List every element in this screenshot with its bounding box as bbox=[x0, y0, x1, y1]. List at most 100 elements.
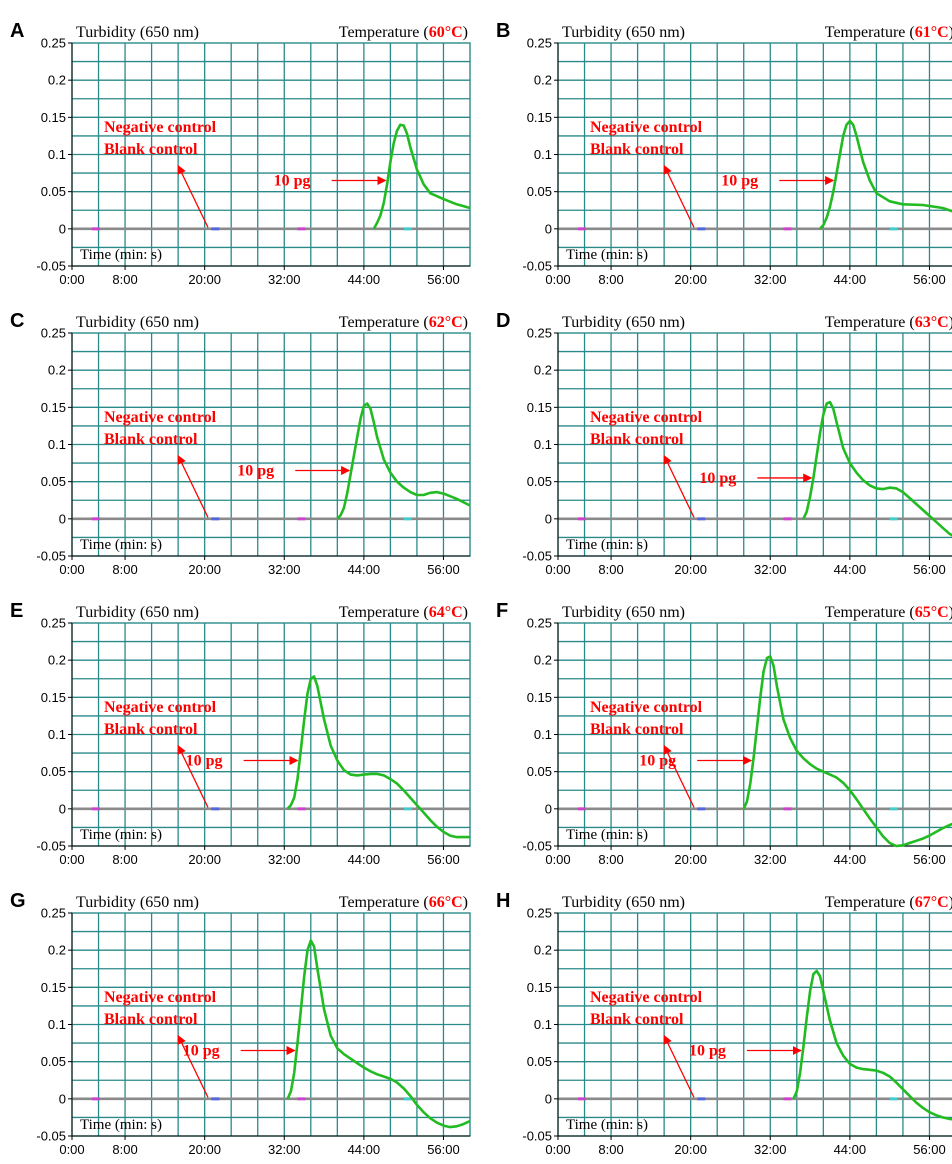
y-tick-label: -0.05 bbox=[522, 839, 552, 854]
chart-panel-a: A 0.25 0.2 0.15 0.1 0.05 0 -0.050:00 8:00 20:00 32… bbox=[10, 20, 471, 287]
x-axis-label: Time (min: s) bbox=[80, 537, 162, 553]
x-tick-label: 32:00 bbox=[754, 852, 787, 867]
x-axis-label: Time (min: s) bbox=[80, 1117, 162, 1133]
y-tick-label: 0.1 bbox=[534, 1017, 552, 1032]
y-tick-label: 0 bbox=[59, 511, 66, 526]
title-temperature-value: 67°C bbox=[915, 894, 949, 911]
chart-panel-c: C 0.25 0.2 0.15 0.1 0.05 0 -0.050:00 8:00 20:00 32… bbox=[10, 310, 471, 577]
title-temperature: Temperature (61°C) bbox=[825, 24, 952, 41]
x-tick-label: 0:00 bbox=[59, 272, 84, 287]
x-tick-label: 8:00 bbox=[112, 272, 137, 287]
y-tick-label: 0.25 bbox=[41, 36, 66, 51]
annotation-blank-control: Blank control bbox=[104, 1011, 198, 1028]
y-tick-label: 0.05 bbox=[41, 1054, 66, 1069]
y-tick-label: 0.2 bbox=[534, 73, 552, 88]
title-temperature-prefix: Temperature ( bbox=[825, 24, 915, 41]
title-temperature-value: 60°C bbox=[429, 24, 463, 41]
y-tick-label: 0.15 bbox=[41, 110, 66, 125]
chart-panel-f: F 0.25 0.2 0.15 0.1 0.05 0 -0.050:00 8:00 20:00 32… bbox=[496, 600, 952, 867]
annotation-sample-label: 10 pg bbox=[274, 173, 311, 190]
y-tick-label: 0 bbox=[545, 221, 552, 236]
annotation-negative-control: Negative control bbox=[590, 989, 703, 1006]
x-tick-label: 8:00 bbox=[598, 272, 623, 287]
y-tick-label: -0.05 bbox=[522, 549, 552, 564]
y-tick-label: 0.15 bbox=[41, 400, 66, 415]
y-tick-label: 0.05 bbox=[41, 764, 66, 779]
x-tick-label: 56:00 bbox=[913, 852, 946, 867]
title-temperature-value: 61°C bbox=[915, 24, 949, 41]
annotation-sample-label: 10 pg bbox=[237, 463, 274, 480]
y-tick-label: 0.15 bbox=[527, 400, 552, 415]
y-tick-label: 0.05 bbox=[527, 184, 552, 199]
annotation-arrow-controls bbox=[663, 454, 695, 518]
x-tick-label: 20:00 bbox=[188, 852, 221, 867]
x-tick-label: 32:00 bbox=[754, 1142, 787, 1157]
annotation-negative-control: Negative control bbox=[104, 409, 217, 426]
y-tick-label: 0.25 bbox=[41, 616, 66, 631]
x-tick-label: 0:00 bbox=[59, 852, 84, 867]
y-tick-label: 0.2 bbox=[48, 73, 66, 88]
series-line-10pg bbox=[286, 939, 471, 1129]
title-temperature-suffix: ) bbox=[463, 314, 468, 331]
x-tick-label: 56:00 bbox=[427, 272, 460, 287]
y-tick-label: 0.25 bbox=[527, 906, 552, 921]
panel-letter: D bbox=[496, 310, 510, 332]
x-tick-label: 56:00 bbox=[427, 852, 460, 867]
y-tick-label: 0.15 bbox=[41, 980, 66, 995]
x-tick-label: 56:00 bbox=[913, 562, 946, 577]
x-tick-label: 32:00 bbox=[268, 852, 301, 867]
annotation-sample-label: 10 pg bbox=[721, 173, 758, 190]
title-temperature-suffix: ) bbox=[463, 894, 468, 911]
y-tick-label: -0.05 bbox=[36, 1129, 66, 1144]
panel-letter: A bbox=[10, 20, 24, 42]
y-tick-label: 0.1 bbox=[534, 147, 552, 162]
x-axis-label: Time (min: s) bbox=[566, 247, 648, 263]
y-tick-label: 0.2 bbox=[48, 943, 66, 958]
x-tick-label: 32:00 bbox=[268, 272, 301, 287]
title-temperature-suffix: ) bbox=[463, 24, 468, 41]
y-tick-label: 0.05 bbox=[527, 1054, 552, 1069]
y-tick-label: -0.05 bbox=[522, 1129, 552, 1144]
x-axis-label: Time (min: s) bbox=[566, 827, 648, 843]
y-tick-label: 0.15 bbox=[527, 980, 552, 995]
title-temperature-suffix: ) bbox=[949, 24, 952, 41]
x-tick-label: 8:00 bbox=[112, 1142, 137, 1157]
y-tick-label: -0.05 bbox=[36, 259, 66, 274]
title-temperature: Temperature (66°C) bbox=[339, 894, 468, 911]
title-temperature: Temperature (60°C) bbox=[339, 24, 468, 41]
title-turbidity: Turbidity (650 nm) bbox=[562, 894, 685, 911]
y-tick-label: 0.1 bbox=[534, 437, 552, 452]
title-turbidity: Turbidity (650 nm) bbox=[562, 24, 685, 41]
y-tick-label: 0 bbox=[545, 511, 552, 526]
chart-panel-b: B 0.25 0.2 0.15 0.1 0.05 0 -0.050:00 8:00 20:00 32… bbox=[496, 20, 952, 287]
annotation-blank-control: Blank control bbox=[590, 1011, 684, 1028]
title-temperature-prefix: Temperature ( bbox=[339, 314, 429, 331]
chart-panel-d: D 0.25 0.2 0.15 0.1 0.05 0 -0.050:00 8:00 20:00 32… bbox=[496, 310, 952, 577]
y-tick-label: 0.1 bbox=[48, 437, 66, 452]
y-tick-label: 0.05 bbox=[41, 184, 66, 199]
x-tick-label: 0:00 bbox=[59, 562, 84, 577]
annotation-negative-control: Negative control bbox=[104, 119, 217, 136]
title-turbidity: Turbidity (650 nm) bbox=[562, 314, 685, 331]
title-temperature-suffix: ) bbox=[949, 314, 952, 331]
title-temperature-prefix: Temperature ( bbox=[339, 894, 429, 911]
annotation-blank-control: Blank control bbox=[104, 141, 198, 158]
title-temperature-prefix: Temperature ( bbox=[339, 24, 429, 41]
title-temperature-prefix: Temperature ( bbox=[825, 894, 915, 911]
x-axis-label: Time (min: s) bbox=[566, 537, 648, 553]
title-temperature-prefix: Temperature ( bbox=[339, 604, 429, 621]
panel-letter: G bbox=[10, 890, 26, 912]
y-tick-label: 0.2 bbox=[48, 653, 66, 668]
annotation-negative-control: Negative control bbox=[590, 119, 703, 136]
x-tick-label: 32:00 bbox=[268, 1142, 301, 1157]
title-turbidity: Turbidity (650 nm) bbox=[562, 604, 685, 621]
x-tick-label: 56:00 bbox=[913, 1142, 946, 1157]
x-tick-label: 44:00 bbox=[348, 562, 381, 577]
title-temperature-value: 64°C bbox=[429, 604, 463, 621]
x-tick-label: 20:00 bbox=[674, 272, 707, 287]
annotation-arrow-controls bbox=[663, 164, 695, 228]
series-line-10pg bbox=[792, 969, 952, 1121]
y-tick-label: 0.1 bbox=[534, 727, 552, 742]
annotation-negative-control: Negative control bbox=[104, 699, 217, 716]
title-temperature-suffix: ) bbox=[949, 894, 952, 911]
